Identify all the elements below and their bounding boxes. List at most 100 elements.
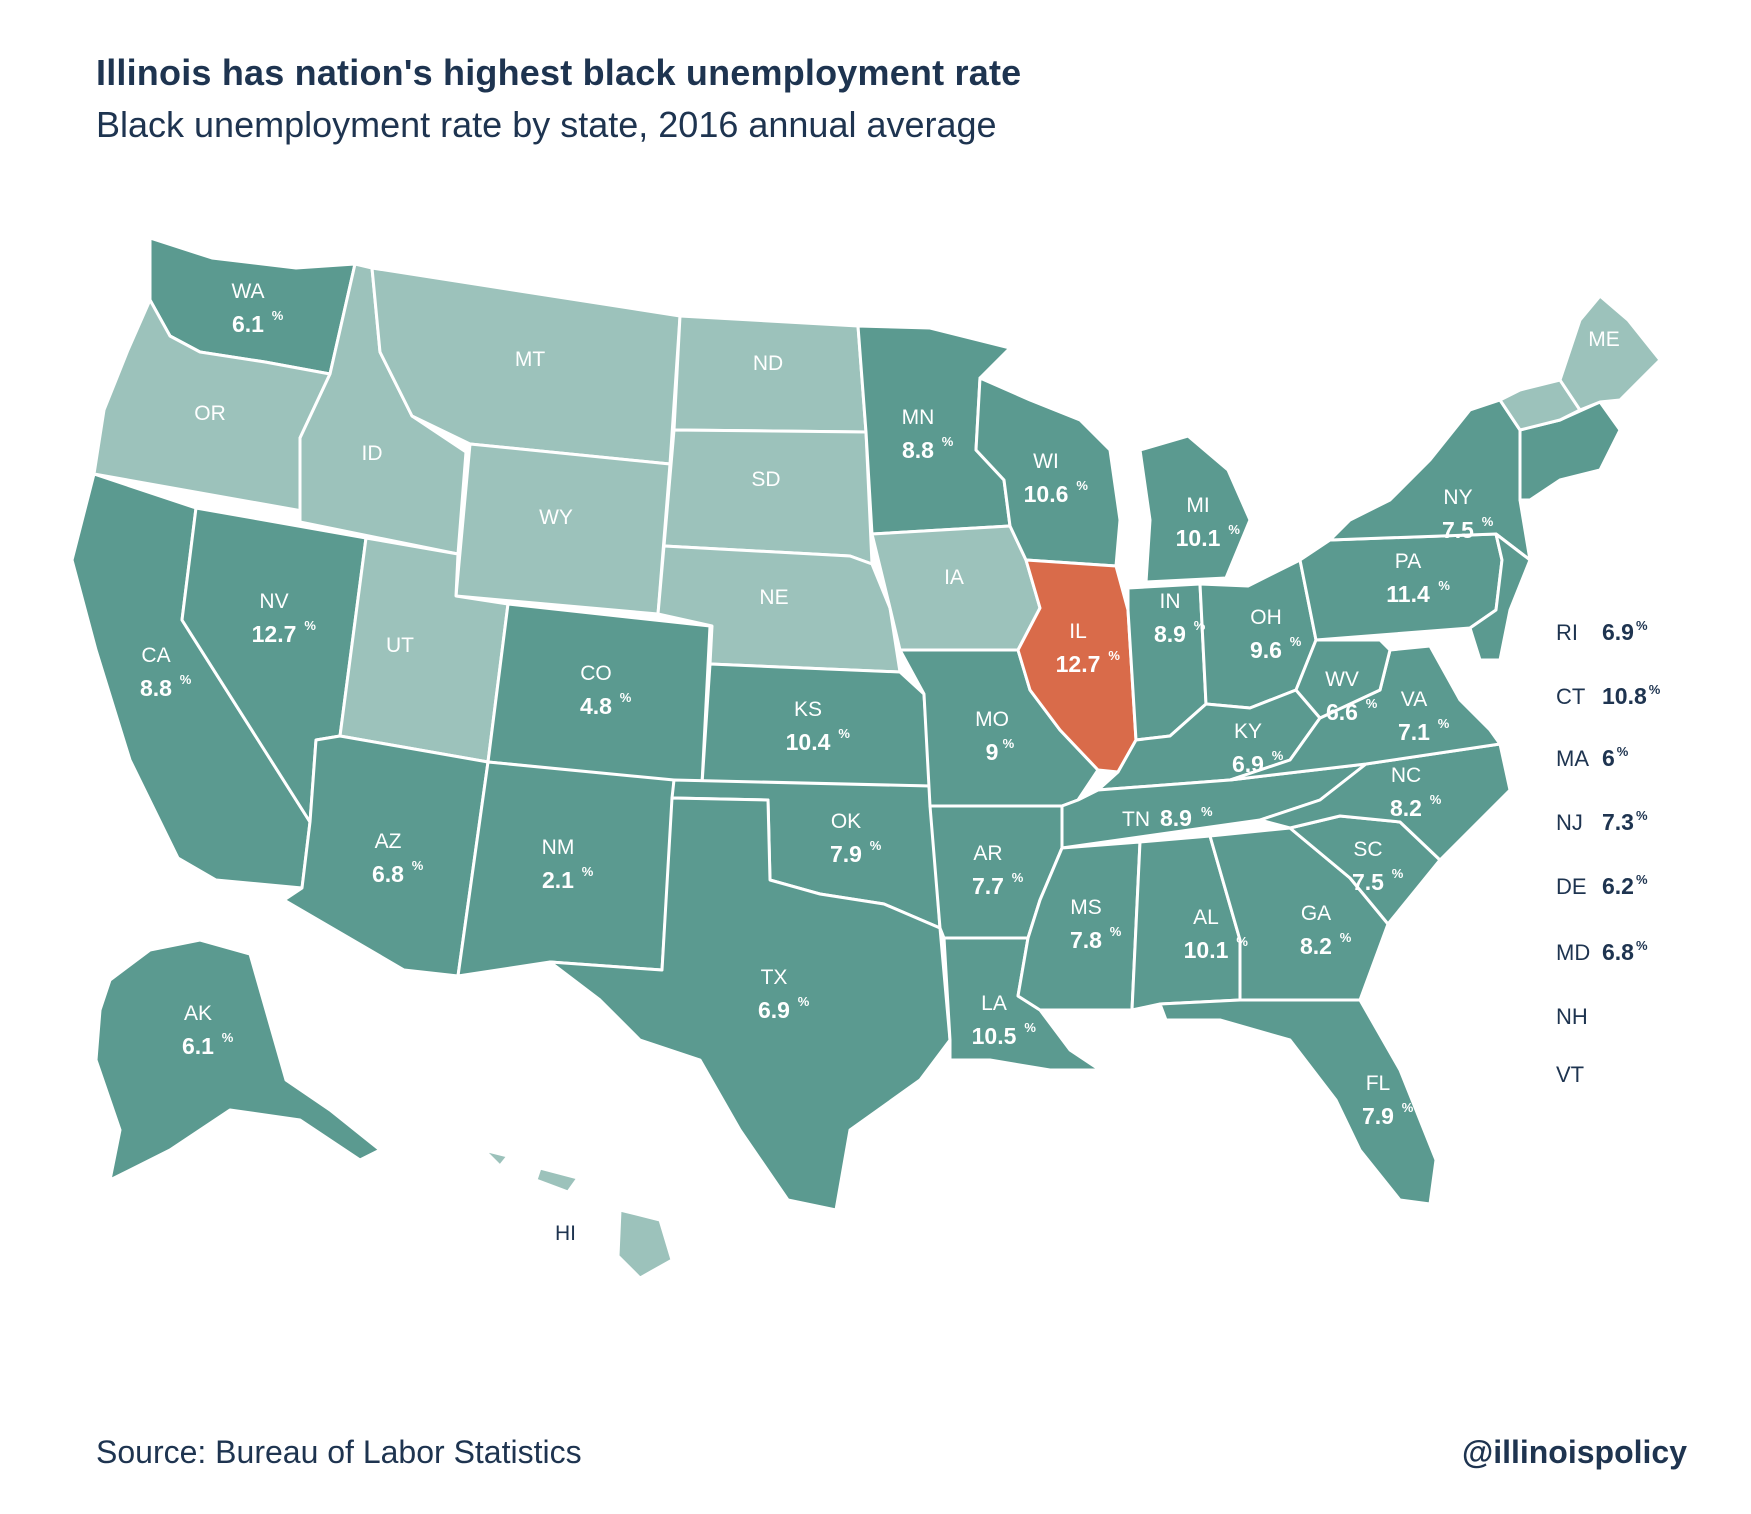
state-rate-la: 10.5: [972, 1023, 1017, 1049]
legend-pct: %: [1635, 938, 1648, 953]
state-rate-wv: 6.6: [1326, 699, 1358, 725]
state-label-az: AZ: [375, 830, 402, 853]
state-pct-mo: %: [1003, 736, 1015, 751]
state-rate-ky: 6.9: [1232, 751, 1264, 777]
legend-row-ma: MA 6%: [1556, 744, 1628, 772]
legend-pct: %: [1648, 682, 1661, 697]
state-pct-ok: %: [870, 838, 882, 853]
legend-abbr: CT: [1556, 684, 1586, 709]
state-pct-wv: %: [1366, 696, 1378, 711]
state-pct-oh: %: [1290, 634, 1302, 649]
state-rate-nm: 2.1: [542, 867, 574, 893]
legend-rate: 6.9: [1602, 619, 1634, 645]
state-rate-mo: 9: [986, 739, 999, 765]
state-rate-ga: 8.2: [1300, 933, 1332, 959]
state-pct-ms: %: [1110, 924, 1122, 939]
state-label-tn: TN: [1122, 808, 1150, 831]
state-pct-va: %: [1438, 716, 1450, 731]
state-pct-tn: %: [1201, 804, 1213, 819]
state-shape-nc[interactable]: [1258, 742, 1512, 862]
state-rate-ks: 10.4: [786, 729, 831, 755]
state-pct-co: %: [620, 690, 632, 705]
state-label-nm: NM: [542, 836, 575, 859]
legend-abbr: VT: [1556, 1062, 1585, 1087]
state-shape-ak[interactable]: [94, 938, 382, 1182]
state-pct-ks: %: [838, 726, 850, 741]
state-rate-fl: 7.9: [1362, 1103, 1394, 1129]
state-pct-sc: %: [1392, 866, 1404, 881]
state-label-la: LA: [981, 992, 1007, 1015]
state-pct-nv: %: [304, 618, 316, 633]
state-label-il: IL: [1069, 620, 1087, 643]
state-rate-tx: 6.9: [758, 997, 790, 1023]
legend-abbr: MA: [1556, 746, 1589, 771]
state-label-al: AL: [1193, 906, 1219, 929]
state-label-sc: SC: [1353, 838, 1382, 861]
legend-abbr: RI: [1556, 620, 1578, 645]
state-rate-va: 7.1: [1398, 719, 1430, 745]
state-shape-fl[interactable]: [1158, 998, 1438, 1206]
legend-abbr: NJ: [1556, 810, 1583, 835]
state-shape-sd[interactable]: [662, 428, 874, 566]
legend-abbr: MD: [1556, 940, 1591, 965]
legend-pct: %: [1635, 618, 1648, 633]
state-rate-ok: 7.9: [830, 841, 862, 867]
state-label-id: ID: [362, 442, 383, 465]
state-pct-la: %: [1024, 1020, 1036, 1035]
state-label-tx: TX: [761, 966, 788, 989]
state-pct-wa: %: [272, 308, 284, 323]
state-shape-az[interactable]: [282, 734, 490, 978]
state-rate-ak: 6.1: [182, 1033, 214, 1059]
state-rate-az: 6.8: [372, 861, 404, 887]
state-label-mi: MI: [1186, 494, 1209, 517]
state-label-ut: UT: [386, 634, 414, 657]
state-rate-mn: 8.8: [902, 437, 934, 463]
state-label-fl: FL: [1366, 1072, 1391, 1095]
state-rate-in: 8.9: [1154, 621, 1186, 647]
state-shape-mi[interactable]: [1138, 434, 1252, 584]
legend-row-ct: CT 10.8%: [1556, 682, 1660, 710]
state-label-ok: OK: [831, 810, 861, 833]
state-label-or: OR: [194, 402, 226, 425]
legend-rate: 6.8: [1602, 939, 1634, 965]
state-pct-nc: %: [1430, 792, 1442, 807]
state-shape-tx[interactable]: [548, 796, 952, 1212]
twitter-handle: @illinoispolicy: [1461, 1434, 1687, 1470]
state-shape-wv[interactable]: [1294, 638, 1392, 720]
legend-rate: 10.8: [1602, 683, 1647, 709]
state-label-ky: KY: [1234, 720, 1262, 743]
state-shape-wy[interactable]: [454, 442, 672, 616]
state-rate-ar: 7.7: [972, 873, 1004, 899]
state-shape-il[interactable]: [1016, 558, 1138, 774]
state-pct-ak: %: [222, 1030, 234, 1045]
legend-row-ri: RI 6.9%: [1556, 618, 1648, 646]
state-shape-mid-small[interactable]: [1468, 532, 1532, 662]
state-rate-il: 12.7: [1056, 651, 1101, 677]
legend-rate: 6: [1602, 745, 1615, 771]
state-label-ny: NY: [1443, 486, 1472, 509]
state-label-ms: MS: [1070, 896, 1102, 919]
state-label-in: IN: [1160, 590, 1181, 613]
state-label-nc: NC: [1391, 764, 1421, 787]
state-label-wa: WA: [231, 280, 264, 303]
state-shape-me[interactable]: [1558, 294, 1662, 412]
state-label-nv: NV: [259, 590, 288, 613]
state-label-wv: WV: [1325, 668, 1359, 691]
state-label-wi: WI: [1033, 450, 1059, 473]
state-shape-hi[interactable]: [482, 1148, 674, 1280]
legend-pct: %: [1635, 872, 1648, 887]
state-label-wy: WY: [539, 506, 573, 529]
state-label-nd: ND: [753, 352, 783, 375]
legend-pct: %: [1635, 808, 1648, 823]
state-pct-in: %: [1194, 618, 1206, 633]
state-pct-pa: %: [1438, 578, 1450, 593]
state-rate-sc: 7.5: [1352, 869, 1384, 895]
state-shape-ks[interactable]: [700, 662, 932, 788]
state-pct-ar: %: [1012, 870, 1024, 885]
state-label-mt: MT: [515, 348, 545, 371]
state-pct-mi: %: [1228, 522, 1240, 537]
state-pct-ny: %: [1482, 514, 1494, 529]
state-label-ak: AK: [184, 1002, 212, 1025]
state-label-ar: AR: [973, 842, 1002, 865]
